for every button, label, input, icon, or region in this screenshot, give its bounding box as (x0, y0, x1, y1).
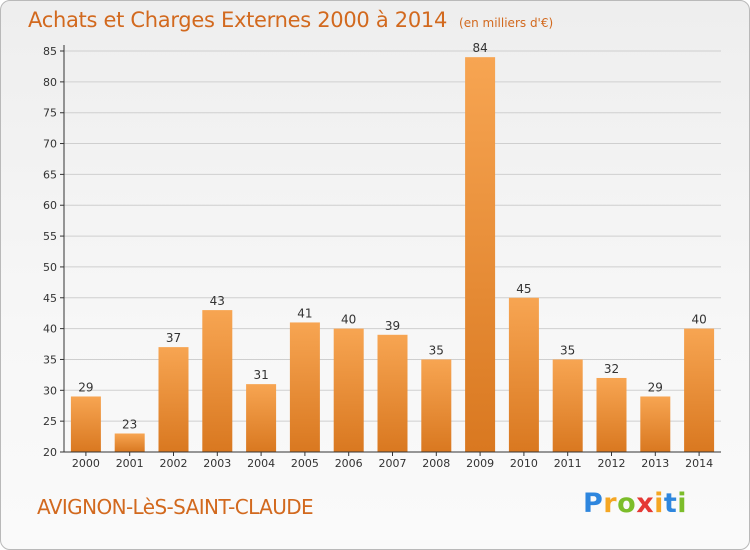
logo-letter: i (654, 488, 664, 519)
y-tick-label: 60 (43, 199, 57, 212)
labels: 20 25 30 35 40 45 50 55 60 65 70 75 80 85 29 2000 23 2001… (43, 41, 713, 470)
bar (640, 396, 671, 452)
unit-label: (en milliers d'€) (459, 16, 554, 30)
y-tick-label: 30 (43, 384, 57, 397)
bar (596, 377, 627, 452)
logo-letter: P (583, 488, 604, 519)
data-label: 45 (516, 282, 531, 296)
data-label: 29 (648, 380, 663, 394)
bar (246, 384, 277, 452)
bar (289, 322, 320, 452)
proxiti-logo[interactable]: Proxiti (583, 488, 687, 519)
y-tick-label: 40 (43, 323, 57, 336)
x-tick-label: 2004 (247, 457, 275, 470)
y-tick-label: 80 (43, 76, 57, 89)
logo-letter: x (636, 488, 655, 519)
x-tick-label: 2003 (203, 457, 231, 470)
bar (552, 359, 583, 452)
data-label: 35 (560, 343, 575, 357)
x-tick-label: 2012 (598, 457, 626, 470)
logo-letter: r (603, 488, 618, 519)
x-tick-label: 2008 (422, 457, 450, 470)
x-tick-label: 2007 (379, 457, 407, 470)
data-label: 84 (472, 41, 487, 55)
data-label: 40 (341, 313, 356, 327)
x-tick-label: 2014 (685, 457, 713, 470)
bar (508, 297, 539, 452)
data-label: 37 (166, 331, 181, 345)
x-tick-label: 2006 (335, 457, 363, 470)
logo-letter: i (677, 488, 688, 519)
bar (158, 347, 189, 452)
axes (60, 45, 721, 456)
bar (421, 359, 452, 452)
y-tick-label: 50 (43, 261, 57, 274)
y-tick-label: 70 (43, 138, 57, 151)
data-label: 23 (122, 417, 137, 431)
logo-letter: o (617, 488, 637, 519)
y-tick-label: 85 (43, 45, 57, 58)
bar (202, 310, 233, 452)
bars (70, 57, 715, 453)
y-tick-label: 20 (43, 446, 57, 459)
x-tick-label: 2009 (466, 457, 494, 470)
bar (377, 334, 408, 452)
x-tick-label: 2011 (554, 457, 582, 470)
bar (333, 328, 364, 452)
data-label: 35 (429, 343, 444, 357)
chart-title: Achats et Charges Externes 2000 à 2014 (e… (28, 8, 553, 32)
y-tick-label: 35 (43, 353, 57, 366)
x-tick-label: 2013 (641, 457, 669, 470)
x-tick-label: 2010 (510, 457, 538, 470)
y-tick-label: 25 (43, 415, 57, 428)
bar (114, 433, 145, 452)
x-tick-label: 2002 (160, 457, 188, 470)
y-tick-label: 65 (43, 168, 57, 181)
logo-letter: t (663, 488, 678, 519)
x-tick-label: 2005 (291, 457, 319, 470)
data-label: 31 (253, 368, 268, 382)
x-tick-label: 2001 (116, 457, 144, 470)
data-label: 32 (604, 362, 619, 376)
y-tick-label: 75 (43, 107, 57, 120)
title-text: Achats et Charges Externes 2000 à 2014 (28, 8, 448, 32)
bar (465, 57, 496, 453)
x-tick-label: 2000 (72, 457, 100, 470)
data-label: 39 (385, 319, 400, 333)
data-label: 29 (78, 380, 93, 394)
data-label: 41 (297, 306, 312, 320)
data-label: 40 (691, 313, 706, 327)
city-name: AVIGNON-LèS-SAINT-CLAUDE (37, 495, 314, 519)
y-tick-label: 45 (43, 292, 57, 305)
bar (684, 328, 715, 452)
data-label: 43 (210, 294, 225, 308)
bar (70, 396, 101, 452)
y-tick-label: 55 (43, 230, 57, 243)
